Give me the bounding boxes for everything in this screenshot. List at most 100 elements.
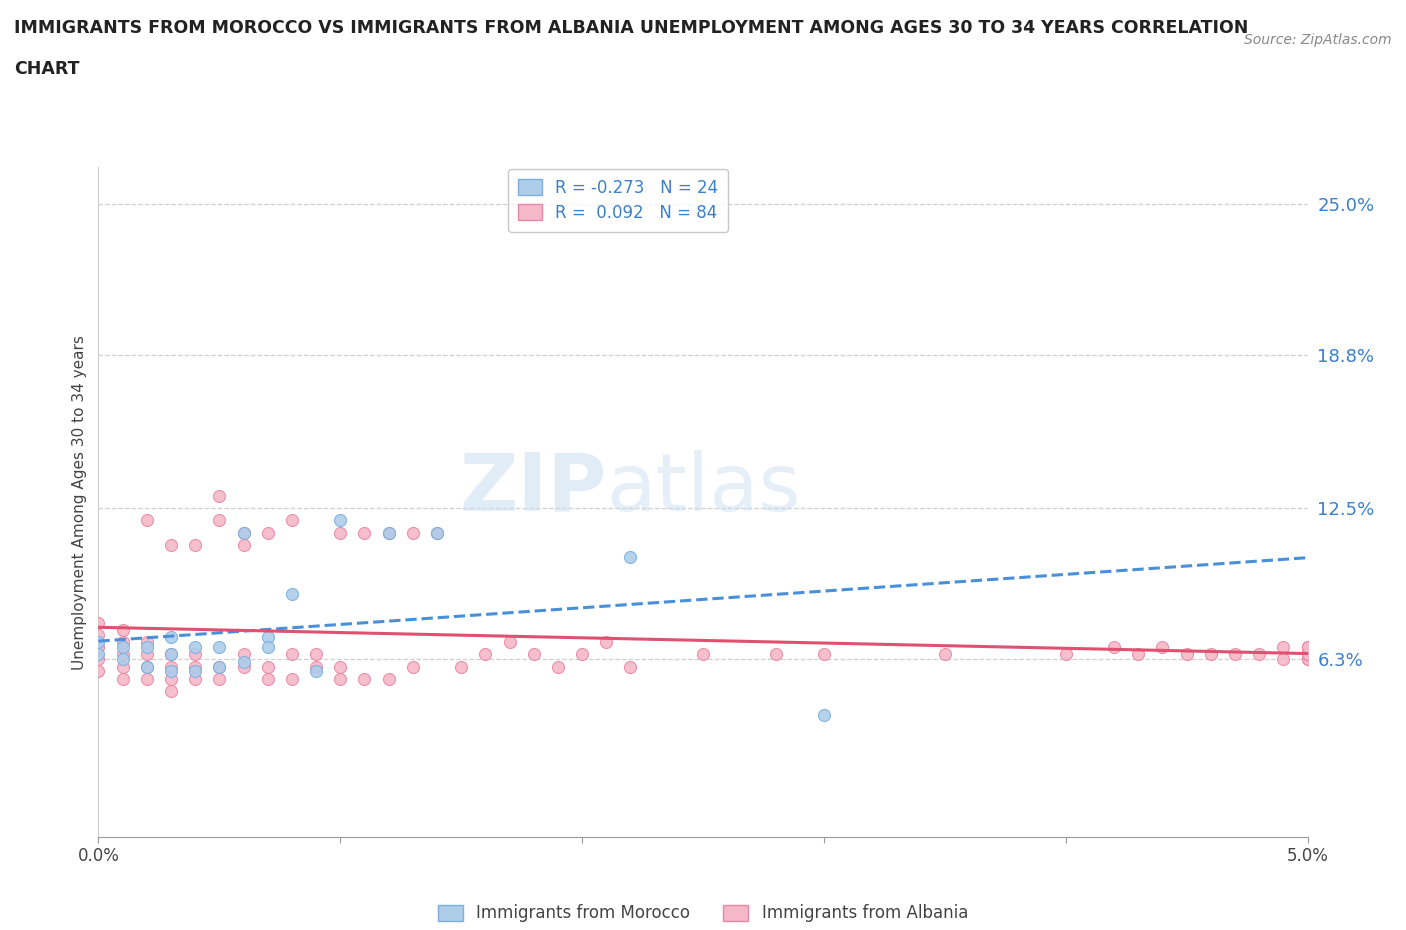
Point — [135, 635, 157, 650]
Point — [160, 647, 183, 662]
Point — [426, 525, 449, 540]
Point — [232, 538, 254, 552]
Point — [1296, 647, 1319, 662]
Point — [135, 513, 157, 528]
Point — [450, 659, 472, 674]
Point — [305, 659, 328, 674]
Point — [160, 684, 183, 698]
Text: CHART: CHART — [14, 60, 80, 78]
Point — [1296, 647, 1319, 662]
Point — [402, 525, 425, 540]
Point — [402, 659, 425, 674]
Point — [281, 586, 304, 601]
Point — [1199, 647, 1222, 662]
Point — [111, 635, 134, 650]
Point — [547, 659, 569, 674]
Point — [256, 671, 278, 686]
Point — [1152, 640, 1174, 655]
Point — [208, 671, 231, 686]
Point — [111, 647, 134, 662]
Point — [1296, 647, 1319, 662]
Point — [160, 538, 183, 552]
Point — [208, 513, 231, 528]
Point — [87, 652, 110, 667]
Point — [329, 525, 352, 540]
Point — [232, 647, 254, 662]
Point — [305, 664, 328, 679]
Point — [160, 659, 183, 674]
Point — [1296, 640, 1319, 655]
Point — [232, 659, 254, 674]
Point — [184, 647, 207, 662]
Point — [281, 671, 304, 686]
Point — [619, 550, 641, 565]
Point — [1128, 647, 1150, 662]
Point — [619, 659, 641, 674]
Point — [184, 664, 207, 679]
Point — [135, 659, 157, 674]
Point — [353, 525, 375, 540]
Point — [305, 647, 328, 662]
Text: atlas: atlas — [606, 450, 800, 528]
Point — [329, 513, 352, 528]
Point — [329, 659, 352, 674]
Point — [474, 647, 496, 662]
Point — [281, 647, 304, 662]
Point — [1272, 652, 1295, 667]
Point — [208, 659, 231, 674]
Point — [1272, 640, 1295, 655]
Point — [87, 640, 110, 655]
Point — [256, 525, 278, 540]
Point — [208, 659, 231, 674]
Point — [692, 647, 714, 662]
Point — [1296, 647, 1319, 662]
Point — [135, 640, 157, 655]
Point — [111, 659, 134, 674]
Point — [135, 671, 157, 686]
Point — [1296, 647, 1319, 662]
Point — [377, 671, 399, 686]
Point — [1296, 647, 1319, 662]
Point — [208, 488, 231, 503]
Point — [523, 647, 546, 662]
Point — [595, 635, 617, 650]
Point — [813, 647, 835, 662]
Point — [1249, 647, 1271, 662]
Point — [135, 659, 157, 674]
Point — [184, 538, 207, 552]
Point — [329, 671, 352, 686]
Y-axis label: Unemployment Among Ages 30 to 34 years: Unemployment Among Ages 30 to 34 years — [72, 335, 87, 670]
Point — [160, 630, 183, 644]
Point — [111, 671, 134, 686]
Point — [135, 647, 157, 662]
Point — [87, 664, 110, 679]
Point — [184, 659, 207, 674]
Point — [377, 525, 399, 540]
Point — [377, 525, 399, 540]
Point — [232, 654, 254, 669]
Point — [160, 671, 183, 686]
Point — [1175, 647, 1198, 662]
Legend: Immigrants from Morocco, Immigrants from Albania: Immigrants from Morocco, Immigrants from… — [432, 897, 974, 929]
Point — [498, 635, 520, 650]
Point — [813, 708, 835, 723]
Point — [87, 635, 110, 650]
Point — [232, 525, 254, 540]
Point — [1296, 640, 1319, 655]
Point — [1296, 652, 1319, 667]
Point — [1296, 640, 1319, 655]
Text: ZIP: ZIP — [458, 450, 606, 528]
Point — [1054, 647, 1077, 662]
Point — [934, 647, 956, 662]
Point — [1296, 652, 1319, 667]
Point — [256, 659, 278, 674]
Point — [111, 640, 134, 655]
Point — [87, 647, 110, 662]
Point — [1296, 647, 1319, 662]
Point — [111, 622, 134, 637]
Text: IMMIGRANTS FROM MOROCCO VS IMMIGRANTS FROM ALBANIA UNEMPLOYMENT AMONG AGES 30 TO: IMMIGRANTS FROM MOROCCO VS IMMIGRANTS FR… — [14, 19, 1249, 36]
Point — [426, 525, 449, 540]
Point — [160, 664, 183, 679]
Point — [87, 628, 110, 643]
Point — [571, 647, 593, 662]
